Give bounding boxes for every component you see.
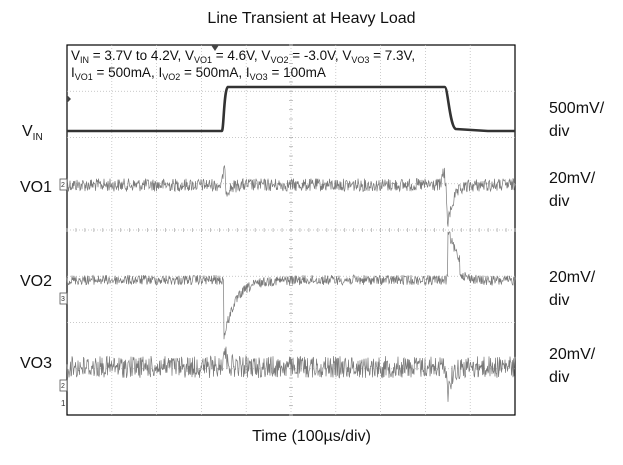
label-vo1: VO1 [20, 179, 52, 196]
scale-vo2-2: div [549, 292, 569, 309]
cond-vo2-sub: VO2 [270, 55, 288, 65]
scale-vo1-1: 20mV/ [549, 170, 596, 187]
cond-vo1-sym: V [185, 48, 194, 63]
channel-marker-3: 3 [59, 292, 68, 305]
cond-io2-text: = 500mA, [180, 65, 246, 80]
scale-vo3-2: div [549, 369, 569, 386]
vin-ground-marker [67, 95, 71, 103]
cond-io2-sym: I [158, 65, 162, 80]
x-axis-label: Time (100µs/div) [252, 428, 371, 445]
label-vin: VIN [22, 123, 43, 143]
cond-vo1-sub: VO1 [194, 55, 212, 65]
vo1-trace [66, 165, 516, 227]
label-vo2: VO2 [20, 273, 52, 290]
vo3-trace [66, 346, 516, 402]
cond-io1-sym: I [71, 65, 75, 80]
vo2-trace [66, 231, 516, 340]
label-vin-sub: IN [33, 132, 43, 143]
scale-vo3-1: 20mV/ [549, 346, 596, 363]
cond-vin-text: = 3.7V to 4.2V, [89, 48, 185, 63]
scale-vo1-2: div [549, 193, 569, 210]
vin-trace [67, 85, 515, 133]
scale-vo2-1: 20mV/ [549, 269, 596, 286]
svg-text:2: 2 [61, 383, 65, 390]
cond-vo3-text: = 7.3V, [369, 48, 415, 63]
cond-vo3-sub: VO3 [351, 55, 369, 65]
cond-io3-sub: VO3 [250, 72, 268, 82]
cond-vo1-text: = 4.6V, [212, 48, 261, 63]
svg-text:3: 3 [61, 296, 65, 303]
label-vo3: VO3 [20, 355, 52, 372]
cond-io2-sub: VO2 [162, 72, 180, 82]
conditions-line-2: IVO1 = 500mA, IVO2 = 500mA, IVO3 = 100mA [71, 65, 326, 82]
cond-io1-sub: VO1 [75, 72, 93, 82]
cond-vo2-text: = -3.0V, [288, 48, 342, 63]
cond-io3-text: = 100mA [268, 65, 326, 80]
conditions-line-1: VIN = 3.7V to 4.2V, VVO1 = 4.6V, VVO2 = … [71, 48, 415, 65]
cond-vo3-sym: V [342, 48, 351, 63]
cond-io1-text: = 500mA, [93, 65, 159, 80]
channel-marker-1: 2 1 [59, 379, 68, 408]
scale-vin-2: div [549, 123, 569, 140]
cond-vo2-sym: V [261, 48, 270, 63]
svg-text:2: 2 [61, 182, 65, 189]
channel-marker-1-label: 1 [61, 399, 66, 408]
label-vin-sym: V [22, 123, 33, 140]
trigger-marker [211, 45, 219, 51]
chart-title: Line Transient at Heavy Load [207, 10, 416, 27]
cond-io3-sym: I [246, 65, 250, 80]
cond-vin-sub: IN [80, 55, 89, 65]
cond-vin-sym: V [71, 48, 80, 63]
scale-vin-1: 500mV/ [549, 100, 605, 117]
channel-marker-2: 2 [59, 178, 68, 191]
traces [66, 85, 516, 402]
